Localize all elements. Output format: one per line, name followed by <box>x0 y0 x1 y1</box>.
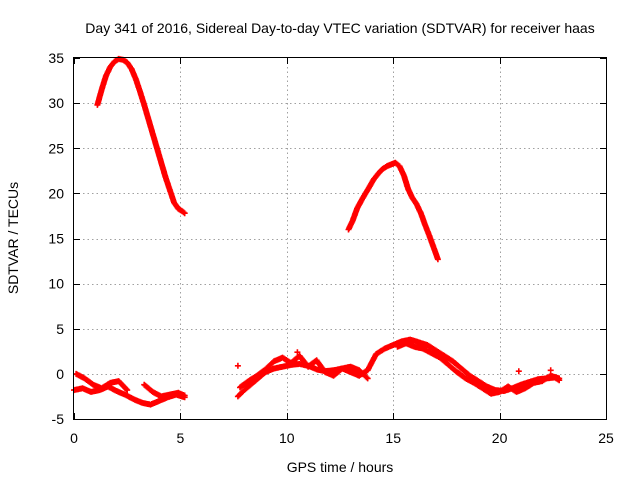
y-tick-label: 0 <box>56 366 64 382</box>
series-arc-7 <box>237 352 371 391</box>
y-tick-label: 35 <box>48 50 64 66</box>
x-tick-label: 25 <box>598 430 614 446</box>
series-arc-2 <box>345 159 441 263</box>
data-marks-arc-5 <box>141 381 188 400</box>
data-marks-arc-2 <box>345 159 441 263</box>
data-marks-arc-7 <box>237 352 371 391</box>
x-axis-label: GPS time / hours <box>287 459 394 475</box>
data-points <box>71 55 563 408</box>
y-tick-label: 20 <box>48 185 64 201</box>
y-tick-label: 10 <box>48 276 64 292</box>
series-arc-8 <box>394 340 563 397</box>
x-tick-label: 15 <box>385 430 401 446</box>
y-tick-label: 15 <box>48 231 64 247</box>
y-tick-label: 5 <box>56 321 64 337</box>
y-axis-label: SDTVAR / TECUs <box>5 182 21 294</box>
x-tick-label: 5 <box>177 430 185 446</box>
data-marks-arc-8 <box>394 340 563 397</box>
axis-ticks: 0 5 10 15 20 25 -5 0 5 10 15 20 25 30 35 <box>48 50 614 446</box>
y-tick-label: -5 <box>52 411 65 427</box>
series-arc-5 <box>141 381 188 400</box>
plot-frame <box>73 57 607 420</box>
data-marks-arc-4 <box>73 370 131 394</box>
x-tick-label: 10 <box>279 430 295 446</box>
y-tick-label: 30 <box>48 95 64 111</box>
grid <box>74 58 606 419</box>
chart-title: Day 341 of 2016, Sidereal Day-to-day VTE… <box>85 20 594 36</box>
data-marks-outliers <box>234 349 554 375</box>
x-tick-label: 20 <box>492 430 508 446</box>
data-marks-arc-1 <box>94 55 188 217</box>
y-tick-label: 25 <box>48 140 64 156</box>
x-tick-label: 0 <box>70 430 78 446</box>
series-arc-4 <box>73 370 131 394</box>
series-outliers <box>234 349 554 375</box>
series-arc-1 <box>94 55 188 217</box>
